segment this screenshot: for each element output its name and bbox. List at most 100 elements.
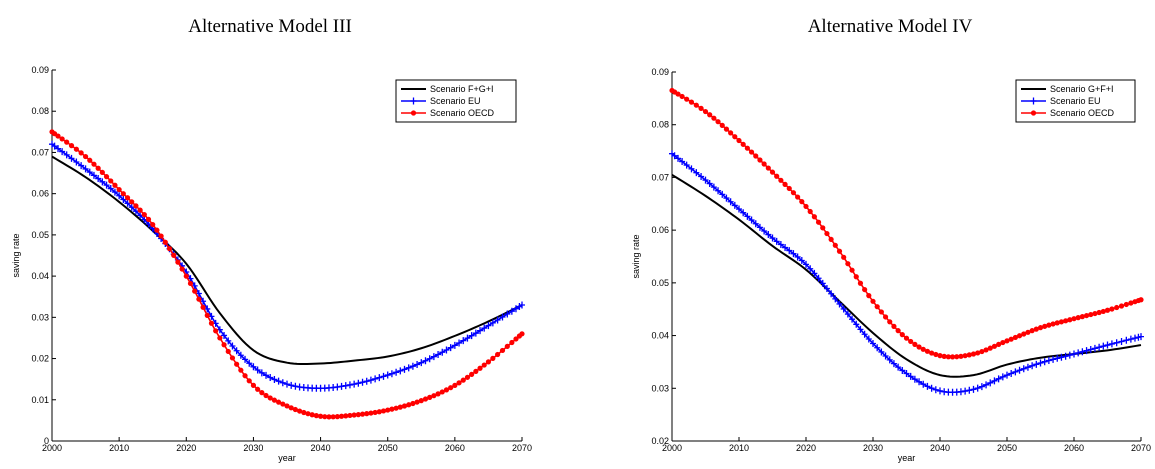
data-point <box>401 403 408 409</box>
y-tick-label: 0.01 <box>31 395 49 405</box>
y-tick-label: 0.03 <box>651 383 669 393</box>
data-point <box>1063 318 1069 324</box>
data-point <box>1114 304 1120 311</box>
data-point <box>509 339 515 346</box>
data-point <box>133 203 139 209</box>
data-point <box>63 151 70 159</box>
data-point <box>679 93 685 100</box>
data-point <box>1066 351 1073 359</box>
data-point <box>836 300 843 308</box>
data-point <box>439 348 446 356</box>
data-point <box>790 190 797 196</box>
data-point <box>1079 348 1086 356</box>
data-point <box>1104 341 1111 349</box>
data-point <box>702 176 709 184</box>
data-point <box>895 363 902 371</box>
data-point <box>920 346 926 352</box>
y-tick-label: 0.07 <box>651 172 669 182</box>
data-point <box>397 404 403 410</box>
data-point <box>372 375 379 383</box>
data-point <box>90 171 97 179</box>
data-point <box>928 384 935 392</box>
data-point <box>1050 355 1057 363</box>
data-point <box>129 199 135 205</box>
data-point <box>204 305 211 313</box>
data-point <box>958 353 964 359</box>
data-point <box>727 198 734 206</box>
data-point <box>932 386 939 394</box>
data-point <box>949 354 956 360</box>
series-markers-2 <box>49 129 525 420</box>
data-point <box>1096 343 1103 351</box>
data-point <box>1054 354 1061 362</box>
data-point <box>895 328 901 334</box>
data-point <box>473 368 479 374</box>
data-point <box>460 377 466 383</box>
data-point <box>175 259 181 265</box>
data-point <box>1016 366 1023 374</box>
data-point <box>271 397 278 403</box>
data-point <box>384 371 391 379</box>
data-point <box>271 375 278 383</box>
data-point <box>414 360 421 368</box>
data-point <box>1128 300 1134 306</box>
data-point <box>761 161 767 167</box>
data-point <box>886 356 893 364</box>
data-point <box>684 96 690 102</box>
data-point <box>158 233 164 239</box>
data-point <box>204 312 210 318</box>
legend-label: Scenario EU <box>1050 96 1101 106</box>
data-point <box>991 343 998 349</box>
y-tick-label: 0.03 <box>31 312 49 322</box>
data-point <box>907 372 914 380</box>
data-point <box>857 280 864 286</box>
data-point <box>899 366 906 374</box>
data-point <box>418 359 425 367</box>
data-point <box>73 146 79 152</box>
data-point <box>757 157 763 163</box>
data-point <box>485 322 492 330</box>
data-point <box>397 367 404 375</box>
data-point <box>200 297 207 305</box>
data-point <box>351 412 357 418</box>
data-point <box>693 169 700 177</box>
data-point <box>849 315 856 323</box>
data-point <box>853 320 860 328</box>
data-point <box>911 375 918 383</box>
data-point <box>512 305 519 313</box>
data-point <box>786 247 793 255</box>
data-point <box>422 357 429 365</box>
data-point <box>707 112 713 118</box>
data-point <box>840 305 847 313</box>
x-tick-label: 2020 <box>176 443 196 453</box>
data-point <box>719 190 726 198</box>
data-point <box>288 381 295 389</box>
data-point <box>1071 316 1077 322</box>
data-point <box>1083 312 1090 319</box>
data-point <box>1050 321 1056 327</box>
data-point <box>179 266 185 272</box>
data-point <box>774 173 780 179</box>
x-tick-label: 2020 <box>796 443 816 453</box>
data-point <box>452 382 458 388</box>
data-point <box>732 134 738 140</box>
series-markers-1 <box>669 150 1144 396</box>
data-point <box>865 335 872 343</box>
data-point <box>439 389 445 395</box>
data-point <box>706 180 713 188</box>
data-point <box>954 354 960 360</box>
data-point <box>145 216 152 222</box>
data-point <box>418 398 424 404</box>
data-point <box>456 339 463 347</box>
data-point <box>242 373 248 379</box>
data-point <box>305 411 311 417</box>
data-point <box>1016 333 1023 339</box>
data-point <box>996 341 1002 348</box>
data-point <box>477 327 484 335</box>
data-point <box>107 185 114 193</box>
series-line-2 <box>51 131 523 418</box>
data-point <box>715 187 722 195</box>
data-point <box>276 399 282 405</box>
data-point <box>279 379 286 387</box>
